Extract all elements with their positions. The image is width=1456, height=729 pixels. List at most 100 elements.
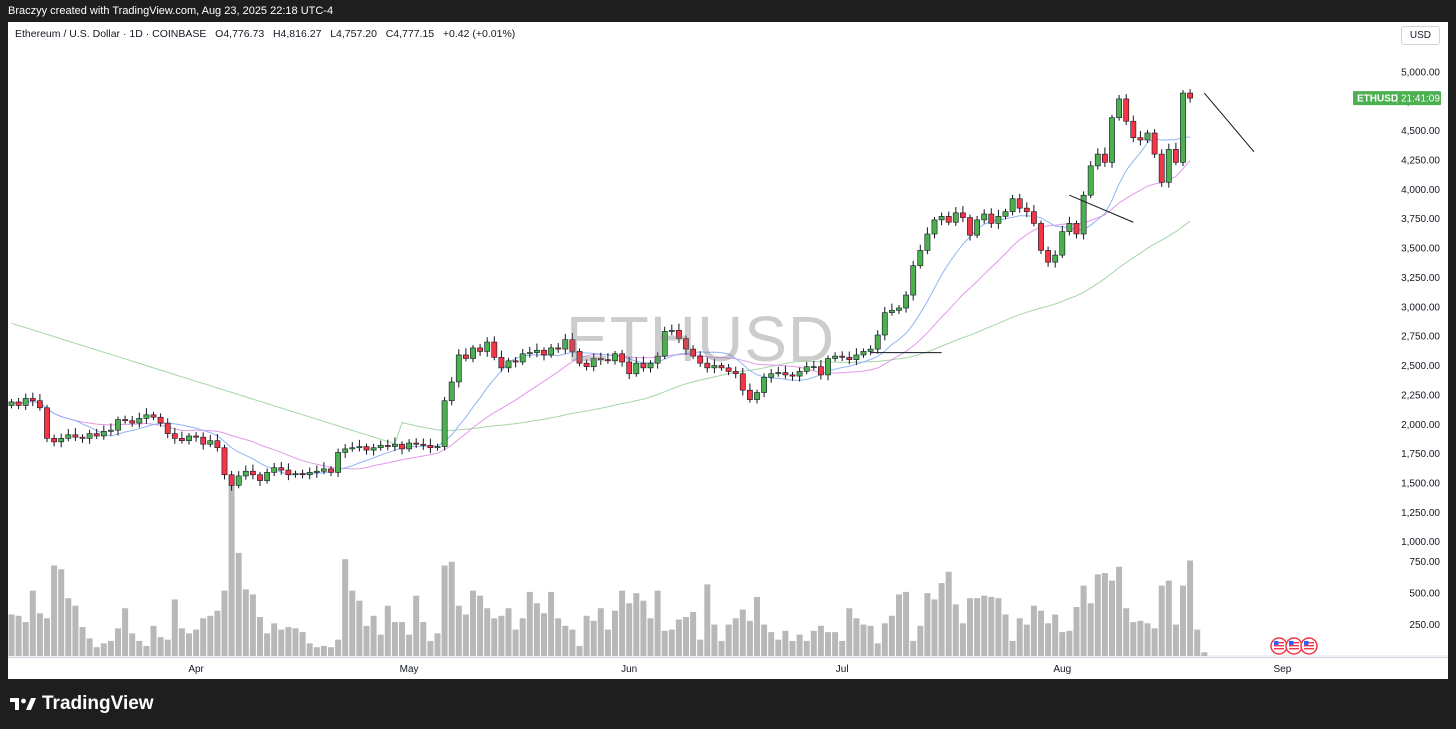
volume-bar	[107, 640, 114, 656]
volume-bar	[952, 604, 959, 656]
volume-bar	[1059, 632, 1066, 656]
volume-bar	[178, 628, 185, 656]
volume-bar	[817, 625, 824, 656]
volume-bar	[200, 618, 207, 656]
volume-bar	[1151, 628, 1158, 656]
volume-bar	[910, 640, 917, 656]
candle-body	[640, 362, 647, 369]
volume-bar	[335, 639, 342, 656]
us-event-flag-icon[interactable]	[1270, 637, 1288, 655]
candle-body	[697, 355, 704, 364]
volume-bar	[491, 618, 498, 656]
volume-bar	[391, 622, 398, 656]
volume-bar	[356, 600, 363, 656]
volume-bar	[881, 623, 888, 656]
candle-body	[704, 362, 711, 369]
symbol-title[interactable]: Ethereum / U.S. Dollar · 1D · COINBASE	[15, 28, 207, 40]
volume-bar	[328, 647, 334, 656]
candle-body	[1094, 153, 1101, 167]
candle-body	[562, 339, 569, 350]
us-event-flag-icon[interactable]	[1300, 637, 1318, 655]
volume-bar	[562, 625, 569, 656]
volume-bar	[668, 629, 675, 656]
candle-body	[221, 447, 228, 476]
volume-bar	[349, 590, 356, 656]
volume-bar	[235, 552, 242, 656]
candle-body	[995, 216, 1002, 224]
brand-name: TradingView	[42, 693, 154, 714]
volume-bar	[526, 591, 533, 656]
volume-bar	[363, 625, 370, 656]
candle-body	[93, 433, 100, 437]
volume-bar	[860, 624, 867, 656]
candle-body	[1165, 149, 1172, 183]
candle-body	[1045, 250, 1051, 263]
chart-panel[interactable]: 5,000.004,750.004,500.004,250.004,000.00…	[8, 22, 1448, 679]
volume-bar	[455, 605, 462, 656]
price-tick-label: 4,000.00	[1401, 185, 1440, 196]
candle-body	[65, 434, 72, 439]
volume-bar	[406, 634, 413, 656]
time-tick-label: Jun	[621, 664, 637, 675]
volume-bar	[441, 565, 448, 656]
candle-body	[860, 351, 867, 356]
candle-body	[569, 339, 576, 352]
candle-body	[526, 352, 533, 355]
candle-body	[1130, 120, 1137, 138]
candle-body	[441, 400, 448, 447]
candle-body	[1066, 223, 1073, 232]
volume-bar	[661, 630, 668, 656]
volume-bar	[377, 634, 384, 656]
volume-bar	[186, 633, 192, 656]
volume-tick-label: 250.00	[1409, 620, 1440, 631]
candle-body	[988, 213, 995, 224]
volume-bar	[782, 630, 789, 656]
candle-body	[746, 389, 753, 400]
volume-bar	[1144, 623, 1151, 656]
price-tick-label: 3,750.00	[1401, 214, 1440, 225]
volume-tick-label: 750.00	[1409, 557, 1440, 568]
candle-body	[1151, 132, 1158, 155]
volume-bar	[675, 619, 682, 656]
price-tick-label: 2,750.00	[1401, 332, 1440, 343]
candle-body	[349, 447, 356, 450]
candle-body	[1123, 98, 1130, 122]
volume-bar	[1158, 585, 1165, 656]
volume-bar	[1165, 580, 1172, 656]
volume-bar	[704, 584, 711, 656]
chart-canvas[interactable]: 5,000.004,750.004,500.004,250.004,000.00…	[8, 22, 1448, 679]
candle-body	[888, 310, 895, 313]
volume-bar	[1180, 585, 1186, 656]
volume-bar	[164, 639, 171, 656]
volume-bar	[242, 589, 249, 656]
ma-slow-line	[11, 220, 1191, 445]
candle-body	[136, 418, 143, 424]
candle-body	[143, 414, 150, 419]
candle-body	[576, 351, 583, 364]
candle-body	[313, 470, 320, 473]
candle-body	[1102, 153, 1108, 163]
candle-body	[278, 467, 285, 471]
currency-button[interactable]: USD	[1400, 26, 1440, 45]
volume-bar	[505, 608, 512, 656]
candle-body	[448, 381, 455, 402]
volume-bar	[278, 629, 285, 656]
price-tag-countdown: 21:41:09	[1401, 94, 1440, 105]
us-event-flag-icon[interactable]	[1285, 637, 1303, 655]
volume-bar	[1201, 652, 1208, 656]
volume-bar	[370, 615, 377, 656]
tradingview-brand[interactable]: TradingView	[10, 693, 154, 715]
tradingview-logo-icon	[10, 696, 36, 712]
volume-bar	[221, 590, 228, 656]
volume-bar	[228, 482, 235, 656]
candle-body	[874, 334, 881, 350]
volume-bar	[1087, 603, 1094, 656]
volume-bar	[1194, 629, 1201, 656]
candle-body	[924, 233, 931, 251]
volume-bar	[718, 640, 725, 656]
candle-body	[839, 355, 846, 358]
volume-bar	[1016, 618, 1023, 656]
price-tick-label: 3,500.00	[1401, 244, 1440, 255]
candle-body	[555, 347, 562, 350]
candle-body	[462, 354, 469, 359]
